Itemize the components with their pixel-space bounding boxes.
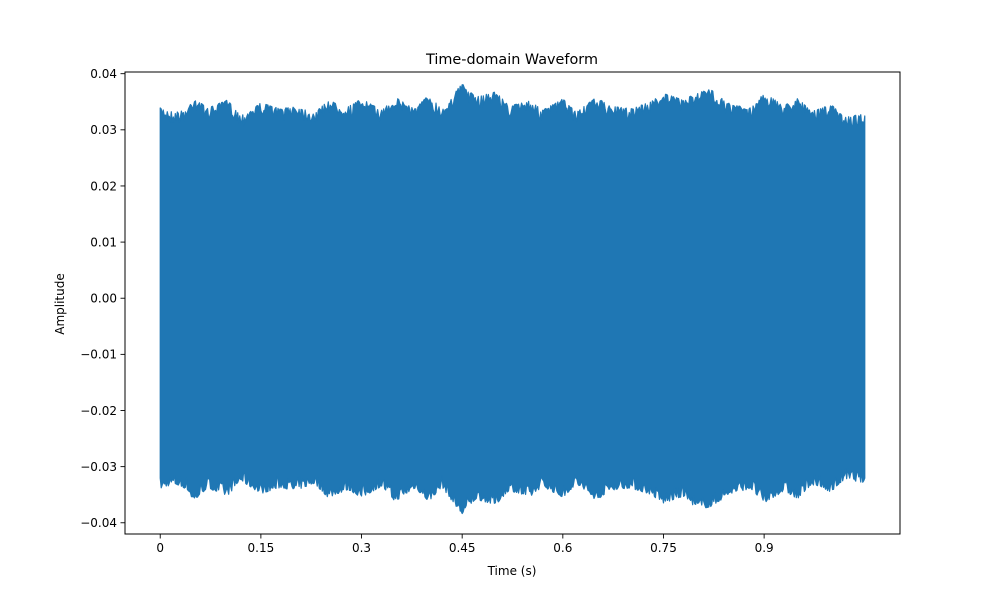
y-axis-title: Amplitude [53,273,67,335]
axes-frame [124,71,901,535]
x-tick-label: 0.3 [352,541,371,555]
axes: 0 0.15 0.3 0.45 0.6 0.75 0.9 −0.04 −0.03 −0.02 −0.… [80,67,901,555]
y-tick-label: 0.01 [90,235,117,249]
y-tick-label: −0.02 [80,404,117,418]
y-tick-label: −0.04 [80,516,117,530]
y-tick-label: 0.03 [90,123,117,137]
x-tick-label: 0.15 [248,541,275,555]
x-tick-label: 0.45 [449,541,476,555]
x-tick-label: 0 [156,541,164,555]
x-tick-label: 0.75 [650,541,677,555]
y-tick-label: 0.02 [90,179,117,193]
y-tick-label: −0.01 [80,348,117,362]
x-axis-title: Time (s) [487,564,537,578]
waveform-series [159,84,866,515]
chart-title: Time-domain Waveform [425,52,598,68]
y-tick-label: 0.00 [90,292,117,306]
plot-area [159,84,866,515]
y-tick-label: −0.03 [80,460,117,474]
x-tick-label: 0.9 [755,541,774,555]
x-tick-label: 0.6 [553,541,572,555]
y-tick-label: 0.04 [90,67,117,81]
